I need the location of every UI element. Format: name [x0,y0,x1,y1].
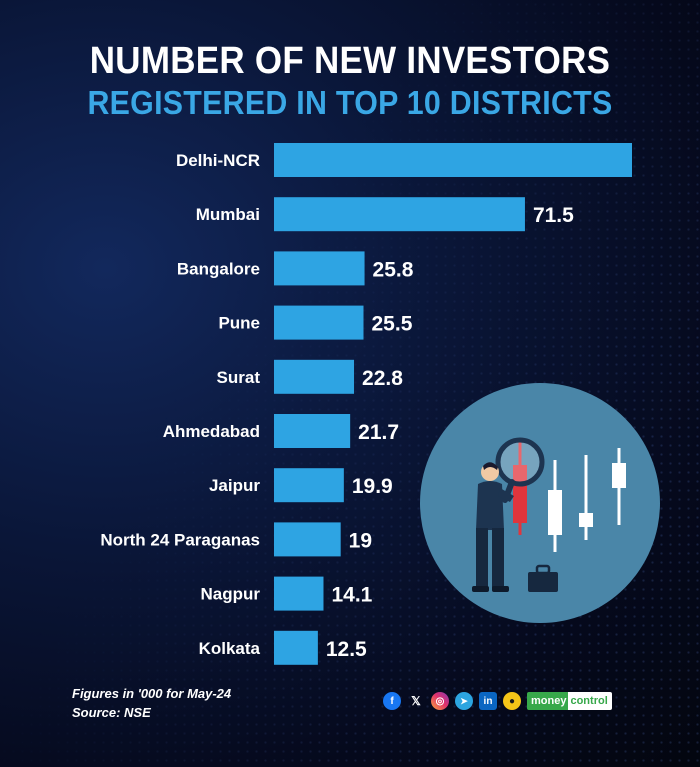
bar [274,143,632,177]
bar [274,197,525,232]
category-label: Nagpur [201,585,261,604]
telegram-icon[interactable]: ➤ [455,692,473,710]
koo-icon[interactable]: ● [503,692,521,710]
bar [274,305,364,340]
value-label: 25.5 [372,313,413,336]
instagram-icon[interactable]: ◎ [431,692,449,710]
category-label: Mumbai [196,205,260,224]
category-label: Jaipur [209,476,260,495]
value-label: 14.1 [331,584,372,607]
category-label: Ahmedabad [163,422,260,441]
bar [274,251,365,286]
category-label: Kolkata [199,639,261,658]
investor-illustration [420,383,660,623]
value-label: 71.5 [533,204,574,227]
value-label: 19.9 [352,475,393,498]
brand-part1: money [527,692,569,710]
value-label: 19 [349,529,372,552]
chart-subtitle: REGISTERED IN TOP 10 DISTRICTS [87,84,613,121]
facebook-icon[interactable]: f [383,692,401,710]
linkedin-icon[interactable]: in [479,692,497,710]
category-label: Delhi-NCR [176,151,260,170]
chart-title: NUMBER OF NEW INVESTORS [89,40,611,82]
value-label: 22.8 [362,367,403,390]
bar [274,522,341,557]
candlestick-chart-icon [513,442,626,552]
category-label: Pune [218,314,260,333]
value-label: 12.5 [326,638,367,661]
bar [274,576,324,611]
bar-chart: Delhi-NCR Mumbai 71.5 Bangalore 25.8 Pune 25.5… [100,143,632,665]
x-icon[interactable]: 𝕏 [411,694,421,708]
value-label: 21.7 [358,421,399,444]
category-label: North 24 Paraganas [100,530,260,549]
value-label: 25.8 [373,258,414,281]
category-label: Bangalore [177,259,260,278]
moneycontrol-logo[interactable]: money control [527,692,612,710]
briefcase-icon [528,564,558,592]
brand-part2: control [568,692,612,710]
businessman-icon [472,462,514,592]
footnote-source: Source: NSE [72,705,151,720]
bar [274,468,344,503]
footnote-units: Figures in '000 for May-24 [72,686,232,701]
bar [274,359,355,394]
social-bar: f 𝕏 ◎ ➤ in ● money control [383,692,612,710]
category-label: Surat [217,368,261,387]
bar [274,630,318,665]
bar [274,414,351,448]
